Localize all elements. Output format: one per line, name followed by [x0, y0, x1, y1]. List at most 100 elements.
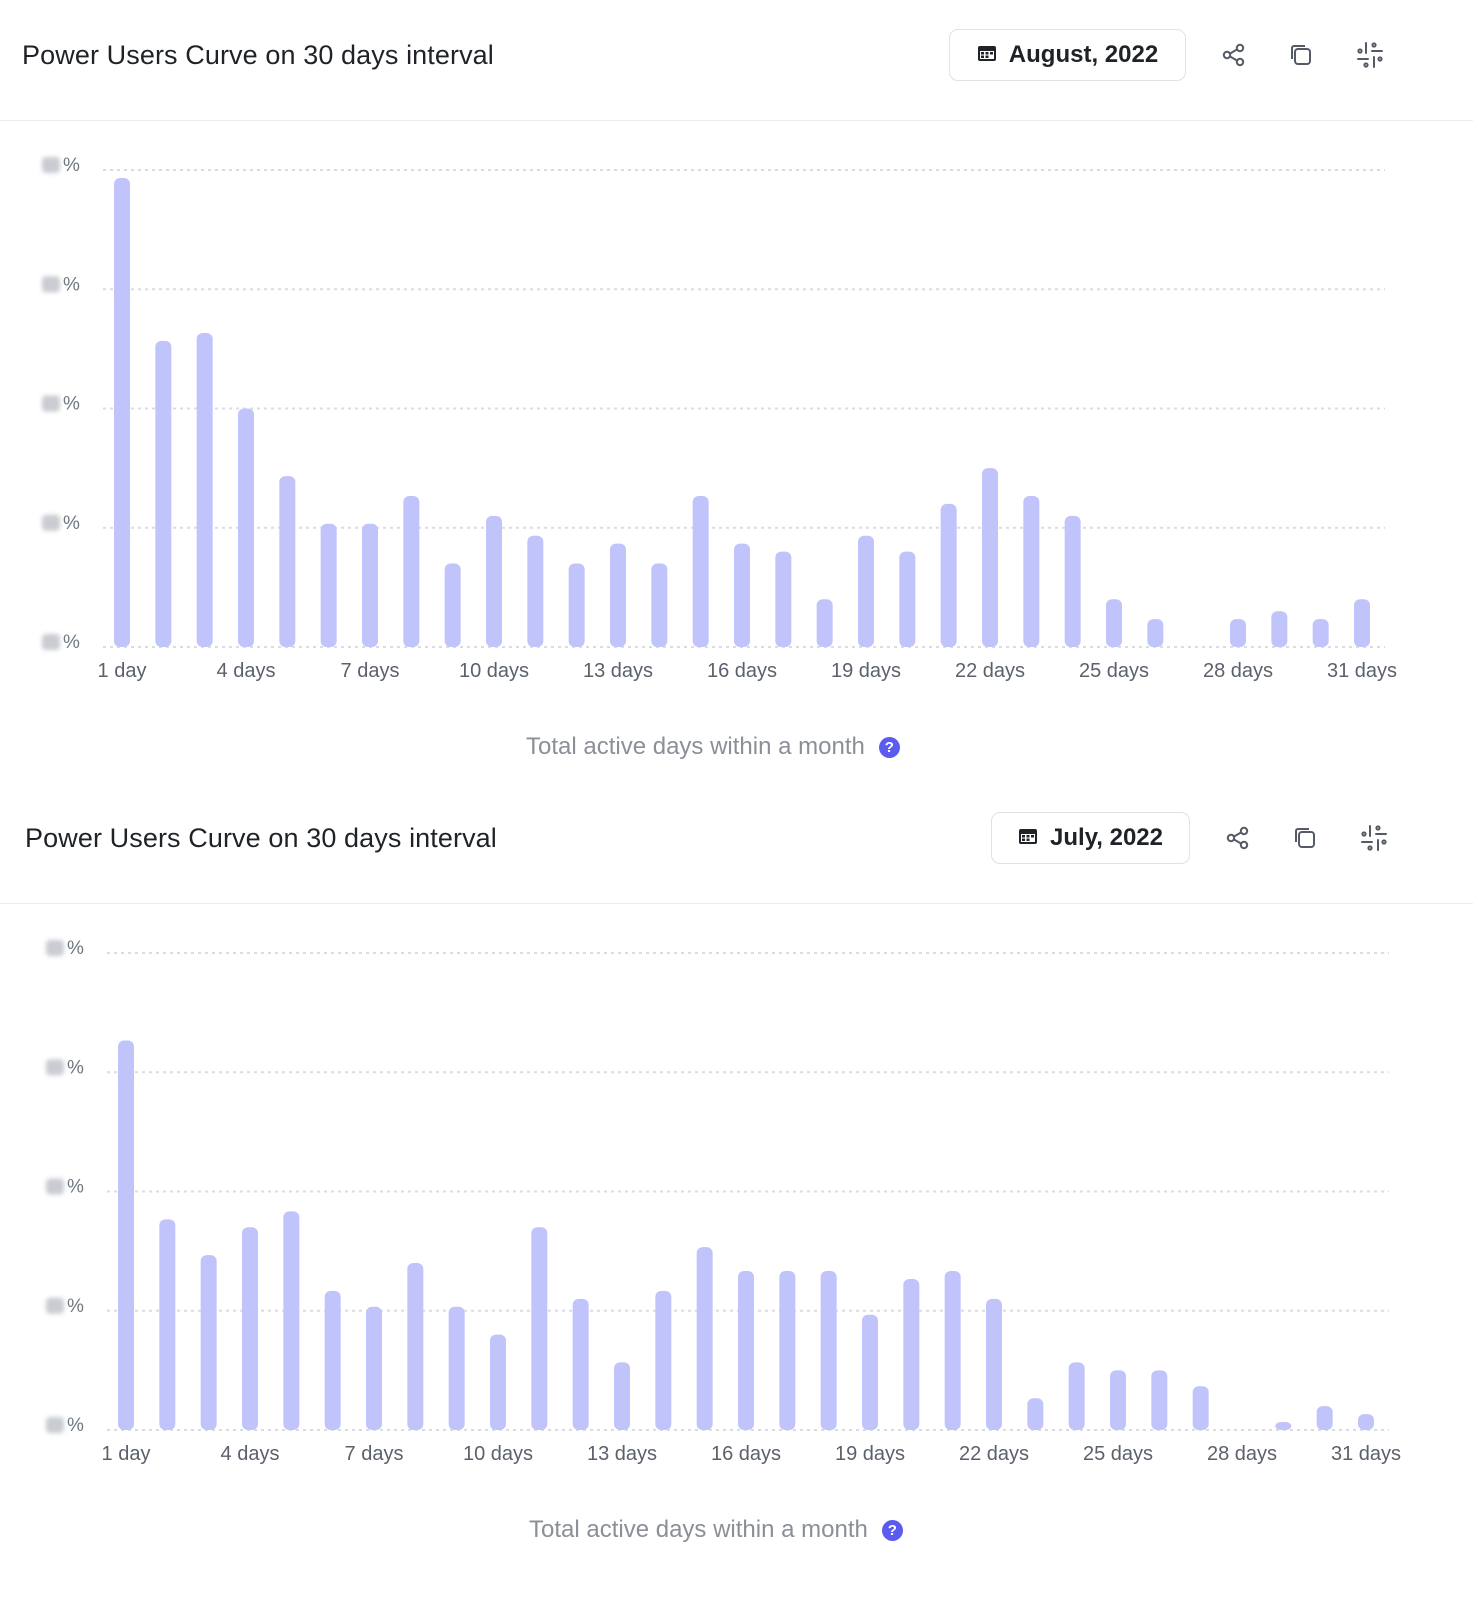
y-tick-unit: %	[63, 394, 80, 415]
bar[interactable]	[1023, 495, 1040, 647]
y-tick-value-redacted	[42, 634, 60, 650]
bar[interactable]	[1110, 1370, 1126, 1430]
bar[interactable]	[196, 332, 213, 647]
bar[interactable]	[1354, 599, 1370, 647]
bar[interactable]	[1230, 619, 1246, 647]
y-tick-value-redacted	[46, 1297, 64, 1314]
bar[interactable]	[490, 1334, 506, 1430]
share-icon[interactable]	[1217, 38, 1251, 72]
bar[interactable]	[1106, 599, 1122, 647]
help-icon[interactable]: ?	[881, 1519, 903, 1541]
bar[interactable]	[366, 1306, 382, 1430]
bar[interactable]	[279, 476, 296, 647]
bar[interactable]	[775, 551, 792, 647]
bar[interactable]	[531, 1227, 548, 1430]
bar[interactable]	[651, 563, 668, 647]
bar[interactable]	[614, 1362, 630, 1430]
bar[interactable]	[320, 523, 337, 647]
date-label: July, 2022	[1050, 824, 1163, 851]
x-tick-label: 28 days	[1203, 660, 1273, 682]
bar[interactable]	[820, 1271, 837, 1430]
panel-title: Power Users Curve on 30 days interval	[25, 823, 497, 853]
bar[interactable]	[858, 535, 874, 647]
bar[interactable]	[114, 177, 130, 647]
bar[interactable]	[568, 563, 585, 647]
bar[interactable]	[200, 1255, 217, 1430]
bar[interactable]	[242, 1227, 258, 1430]
bar[interactable]	[1151, 1370, 1168, 1430]
y-tick-unit: %	[67, 938, 84, 959]
date-label: August, 2022	[1008, 41, 1159, 68]
bar[interactable]	[696, 1247, 713, 1430]
bar[interactable]	[1312, 619, 1329, 647]
bar[interactable]	[118, 1040, 134, 1430]
bar[interactable]	[448, 1306, 465, 1430]
bar[interactable]	[1068, 1362, 1085, 1430]
y-tick-unit: %	[63, 274, 80, 295]
bar[interactable]	[1147, 619, 1164, 647]
x-tick-label: 22 days	[959, 1443, 1029, 1465]
y-tick-unit: %	[63, 632, 80, 653]
bar[interactable]	[779, 1271, 796, 1430]
bar[interactable]	[1271, 611, 1288, 647]
x-tick-label: 16 days	[711, 1443, 781, 1465]
x-tick-label: 25 days	[1079, 660, 1149, 682]
bar[interactable]	[444, 563, 461, 647]
bar[interactable]	[527, 535, 544, 647]
x-tick-label: 1 day	[102, 1443, 151, 1465]
bar[interactable]	[903, 1278, 920, 1430]
x-tick-label: 25 days	[1083, 1443, 1153, 1465]
bar[interactable]	[816, 599, 833, 647]
bar[interactable]	[324, 1290, 341, 1430]
copy-icon[interactable]	[1288, 821, 1322, 855]
bar[interactable]	[862, 1314, 878, 1430]
bar[interactable]	[159, 1219, 176, 1430]
y-tick-unit: %	[63, 513, 80, 534]
bar[interactable]	[734, 543, 750, 647]
bar[interactable]	[486, 515, 502, 647]
bar[interactable]	[986, 1298, 1002, 1430]
y-tick-unit: %	[67, 1177, 84, 1198]
x-axis-title-text: Total active days within a month	[526, 733, 865, 760]
bar[interactable]	[655, 1290, 672, 1430]
copy-icon[interactable]	[1284, 38, 1318, 72]
y-tick-value-redacted	[46, 1059, 64, 1076]
bar[interactable]	[1192, 1386, 1209, 1430]
chart-panel-august: Power Users Curve on 30 days interval Au…	[0, 0, 1473, 790]
bar[interactable]	[403, 495, 420, 647]
bar[interactable]	[1064, 515, 1081, 647]
bar[interactable]	[1358, 1414, 1374, 1430]
bar[interactable]	[982, 468, 998, 647]
bar[interactable]	[899, 551, 916, 647]
bar[interactable]	[692, 495, 709, 647]
date-picker-button[interactable]: August, 2022	[949, 29, 1186, 81]
y-tick-value-redacted	[46, 940, 64, 956]
bar[interactable]	[238, 408, 254, 648]
bar[interactable]	[1027, 1398, 1044, 1430]
slack-icon[interactable]	[1353, 38, 1387, 72]
bar[interactable]	[572, 1298, 589, 1430]
slack-icon[interactable]	[1357, 821, 1391, 855]
x-tick-label: 22 days	[955, 660, 1025, 682]
bar[interactable]	[1275, 1422, 1292, 1430]
bar[interactable]	[407, 1263, 424, 1430]
bar[interactable]	[362, 523, 378, 647]
x-tick-label: 10 days	[459, 660, 529, 682]
bar[interactable]	[283, 1211, 300, 1430]
share-icon[interactable]	[1221, 821, 1255, 855]
bar[interactable]	[738, 1271, 754, 1430]
bar[interactable]	[155, 340, 172, 647]
date-picker-button[interactable]: July, 2022	[991, 812, 1190, 864]
bar[interactable]	[610, 543, 626, 647]
bar[interactable]	[944, 1271, 961, 1430]
y-tick-unit: %	[67, 1296, 84, 1317]
bar[interactable]	[940, 503, 957, 647]
help-icon[interactable]: ?	[878, 736, 900, 758]
x-axis-title: Total active days within a month ?	[526, 733, 900, 761]
chart-panel-july: Power Users Curve on 30 days interval Ju…	[0, 783, 1473, 1600]
x-tick-label: 13 days	[587, 1443, 657, 1465]
y-tick-value-redacted	[42, 276, 60, 293]
bar[interactable]	[1316, 1406, 1333, 1430]
x-tick-label: 1 day	[98, 660, 147, 682]
x-tick-label: 13 days	[583, 660, 653, 682]
